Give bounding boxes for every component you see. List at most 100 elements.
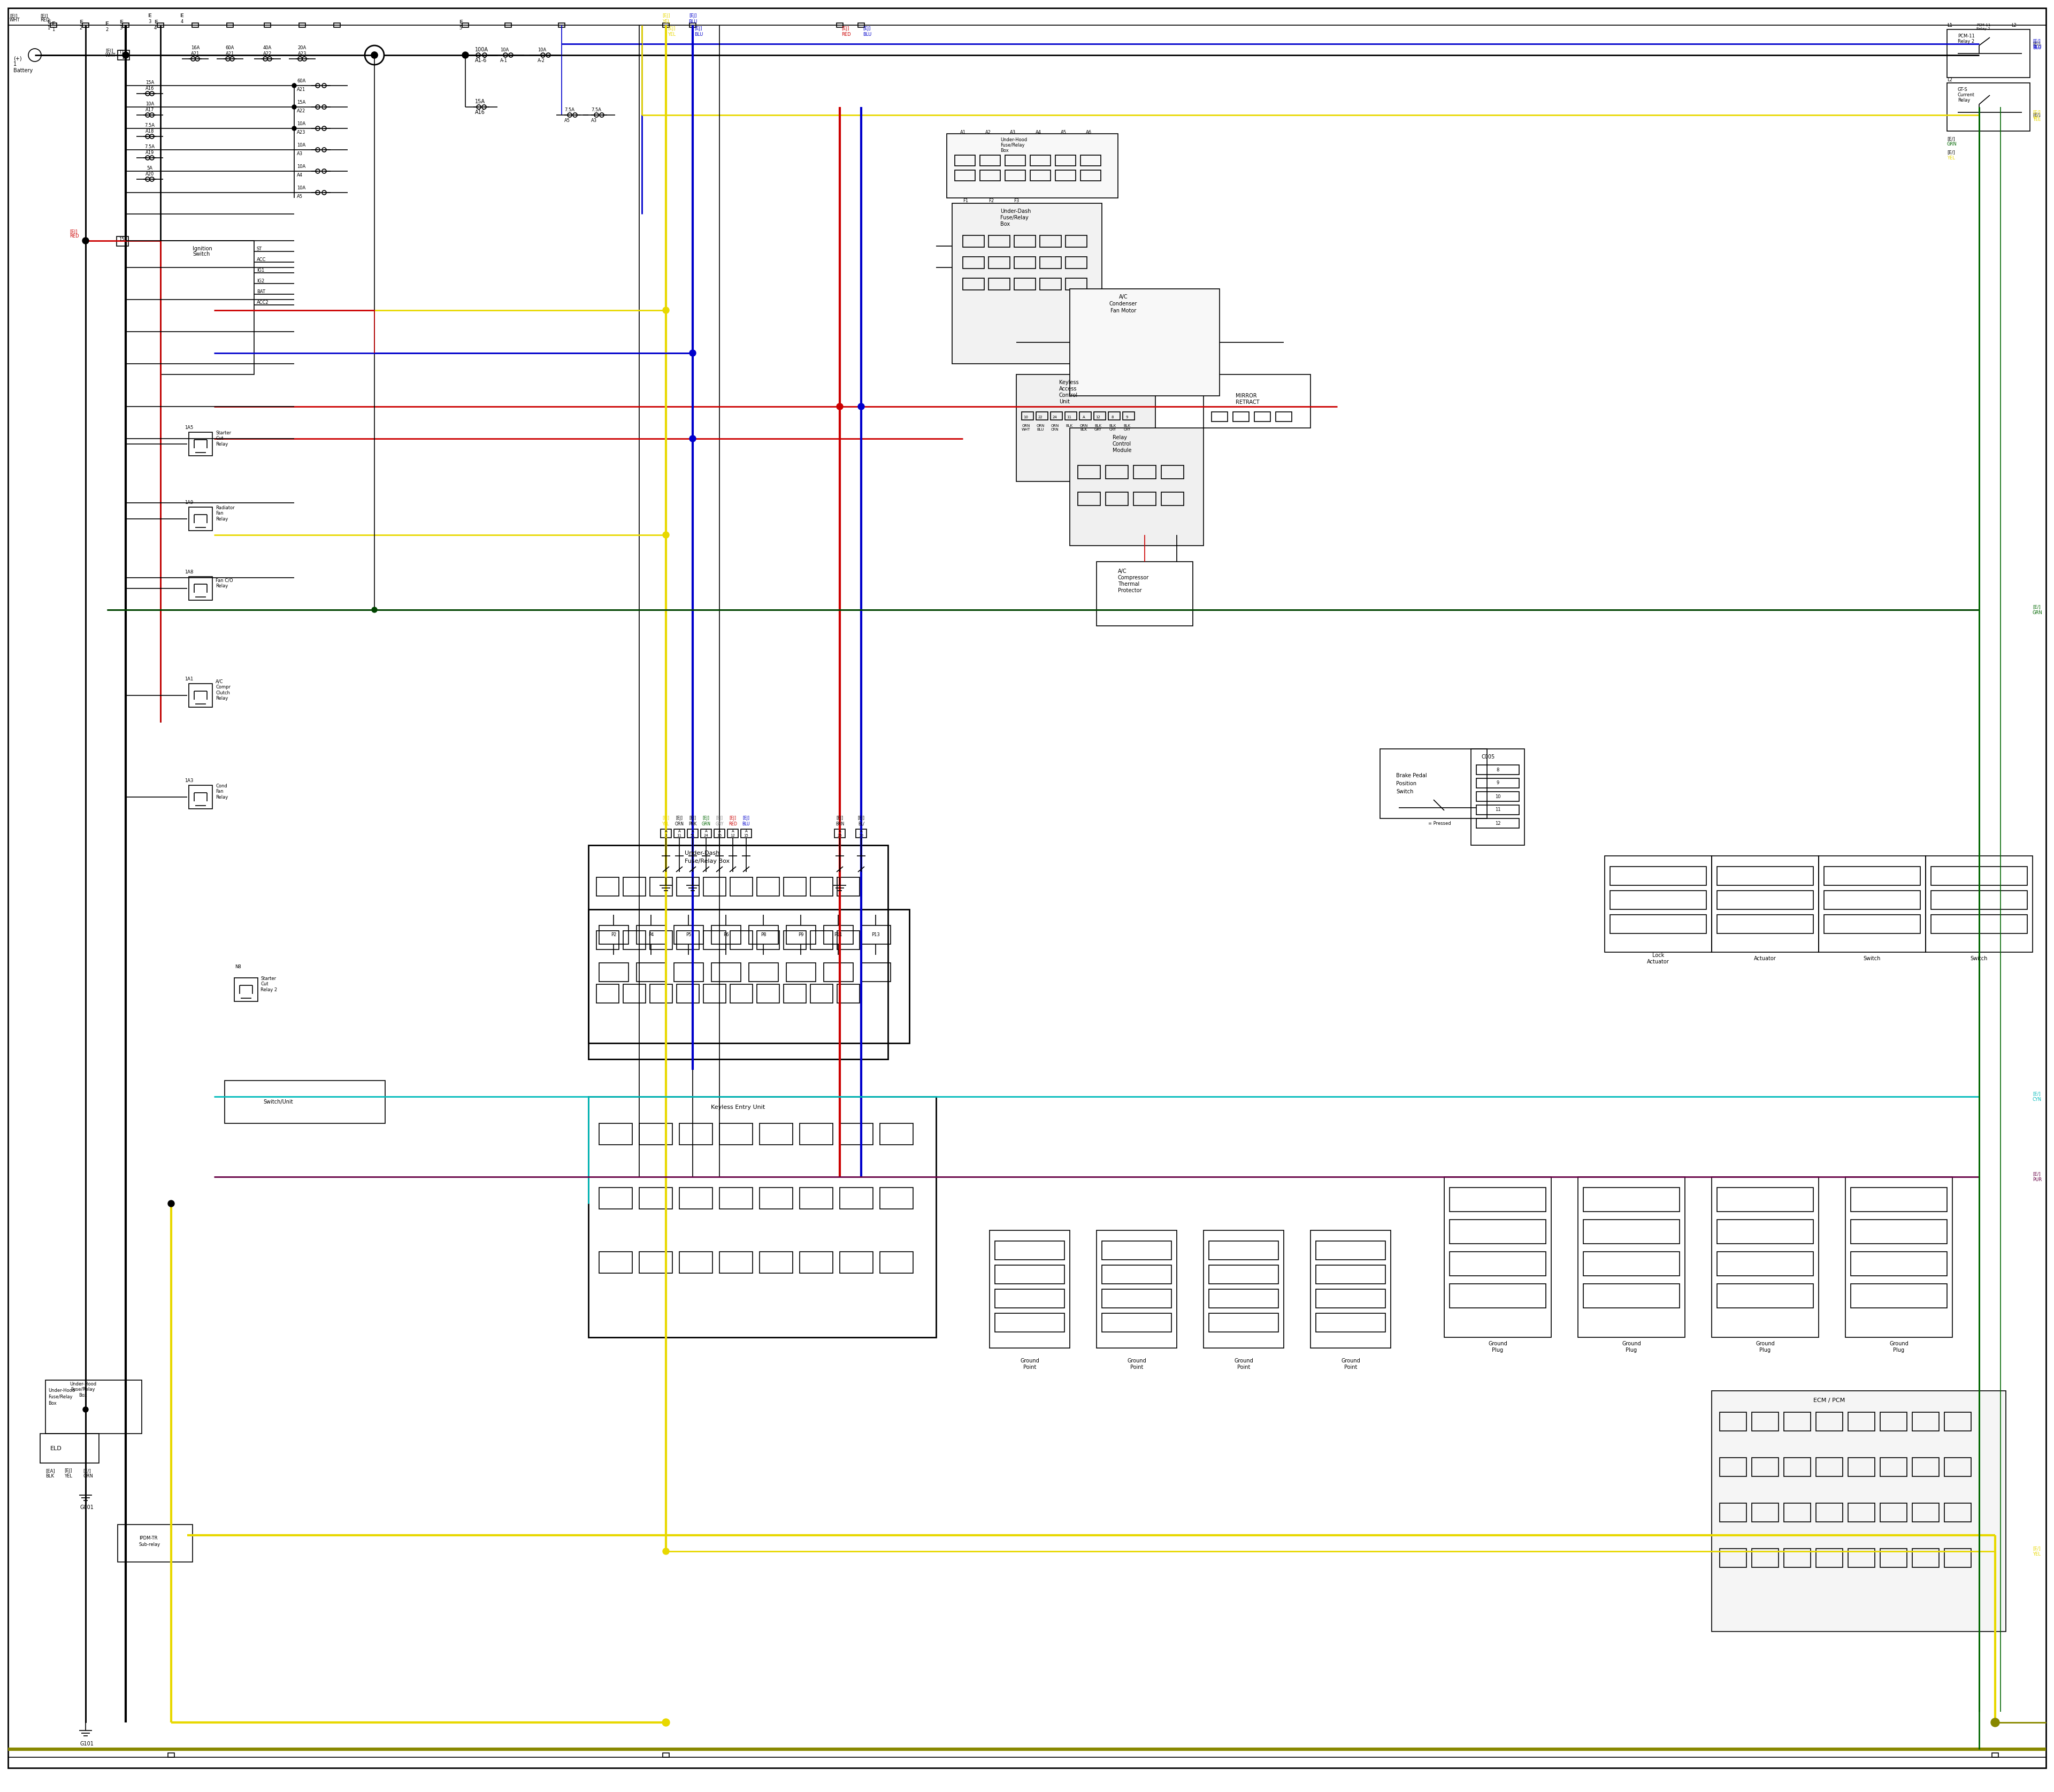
Bar [663, 23, 670, 27]
Bar [980, 170, 1000, 181]
Text: Ignition: Ignition [193, 246, 212, 251]
Bar [1031, 170, 1050, 181]
Text: [EJ]
BLU: [EJ] BLU [688, 14, 696, 23]
Text: WHT: WHT [105, 52, 115, 57]
Text: IE
4: IE 4 [154, 20, 158, 30]
Text: 10A: 10A [298, 165, 306, 168]
Bar [1717, 891, 1814, 909]
Text: 10A: 10A [298, 143, 306, 149]
Text: 11: 11 [1066, 416, 1072, 419]
Text: 8: 8 [1111, 416, 1113, 419]
Text: 12: 12 [1495, 821, 1501, 826]
Bar [1477, 805, 1520, 815]
Bar [41, 1434, 99, 1462]
Text: 22: 22 [1037, 416, 1043, 419]
Text: [EJ]
ORN: [EJ] ORN [676, 815, 684, 826]
Bar [1717, 1253, 1814, 1276]
Text: F1: F1 [963, 199, 967, 202]
Bar [1947, 29, 2029, 77]
Text: [EI]: [EI] [105, 48, 113, 54]
Text: Switch: Switch [1397, 788, 1413, 794]
Circle shape [663, 1548, 670, 1554]
Text: [E/]
YEL: [E/] YEL [2033, 1546, 2040, 1557]
Text: GT-S: GT-S [1957, 88, 1968, 91]
Circle shape [292, 125, 296, 131]
Bar [750, 962, 778, 982]
Bar [1849, 1548, 1875, 1568]
Text: A
16: A 16 [717, 830, 721, 837]
Text: Sub-relay: Sub-relay [140, 1543, 160, 1546]
Bar [1851, 1220, 1947, 1244]
Bar [1717, 914, 1814, 934]
Text: 16A
A21: 16A A21 [191, 45, 199, 56]
Bar [189, 785, 212, 808]
Bar [1824, 867, 1920, 885]
Bar [117, 237, 127, 246]
Bar [1031, 156, 1050, 167]
Bar [729, 878, 752, 896]
Bar [680, 1124, 713, 1145]
Bar [953, 202, 1101, 364]
Text: IG2: IG2 [257, 278, 265, 283]
Bar [596, 878, 618, 896]
Bar [680, 1188, 713, 1210]
Text: IE
5: IE 5 [458, 20, 462, 30]
Text: A22: A22 [298, 109, 306, 113]
Bar [1070, 289, 1220, 396]
Text: A
51: A 51 [690, 830, 694, 837]
Text: P8: P8 [760, 932, 766, 937]
Text: A
24: A 24 [705, 830, 709, 837]
Bar [729, 984, 752, 1004]
Text: [E/]: [E/] [82, 1469, 90, 1473]
Bar [824, 925, 852, 944]
Text: G001: G001 [80, 1505, 94, 1511]
Text: 1A9: 1A9 [185, 500, 193, 505]
Bar [1752, 1457, 1779, 1477]
Bar [1851, 1188, 1947, 1211]
Bar [600, 925, 629, 944]
Bar [1255, 412, 1269, 421]
Text: [E/]: [E/] [1947, 136, 1955, 142]
Bar [1204, 1231, 1284, 1348]
Text: Switch: Switch [1863, 955, 1881, 961]
Text: BLU: BLU [2033, 47, 2042, 50]
Text: A4: A4 [1035, 131, 1041, 134]
Bar [1584, 1188, 1680, 1211]
Text: Ground
Plug: Ground Plug [1489, 1340, 1508, 1353]
Text: Compressor: Compressor [1117, 575, 1148, 581]
Text: [EJ]
RED: [EJ] RED [729, 815, 737, 826]
Bar [234, 978, 259, 1002]
Bar [963, 278, 984, 290]
Text: L1: L1 [1947, 23, 1951, 27]
Bar [688, 830, 698, 837]
Bar [729, 930, 752, 950]
Text: Condenser: Condenser [1109, 301, 1138, 306]
Bar [649, 878, 672, 896]
Text: [E/]
GRN: [E/] GRN [2033, 604, 2042, 615]
Bar [1584, 1283, 1680, 1308]
Bar [1210, 1265, 1278, 1283]
Bar [1124, 412, 1134, 419]
Text: [EJ]
BRN: [EJ] BRN [836, 815, 844, 826]
Text: ORN: ORN [82, 1475, 92, 1478]
Bar [1450, 1188, 1547, 1211]
Text: Ground
Point: Ground Point [1021, 1358, 1039, 1369]
Bar [191, 23, 199, 27]
Bar [639, 1188, 672, 1210]
Text: Under-Hood: Under-Hood [1000, 138, 1027, 143]
Bar [600, 962, 629, 982]
Bar [988, 256, 1011, 269]
Text: 12: 12 [1095, 416, 1101, 419]
Bar [1824, 891, 1920, 909]
Bar [756, 878, 778, 896]
Bar [1931, 914, 2027, 934]
Bar [622, 984, 645, 1004]
Text: IE
2: IE 2 [105, 22, 109, 32]
Text: [EJ]
BLU: [EJ] BLU [863, 27, 871, 38]
Text: A-1: A-1 [499, 57, 507, 63]
Bar [1450, 1220, 1547, 1244]
Text: [EJ]
RED: [EJ] RED [842, 27, 850, 38]
Text: 100A: 100A [474, 47, 489, 52]
Text: 10: 10 [1495, 794, 1501, 799]
Text: A5: A5 [298, 195, 302, 199]
